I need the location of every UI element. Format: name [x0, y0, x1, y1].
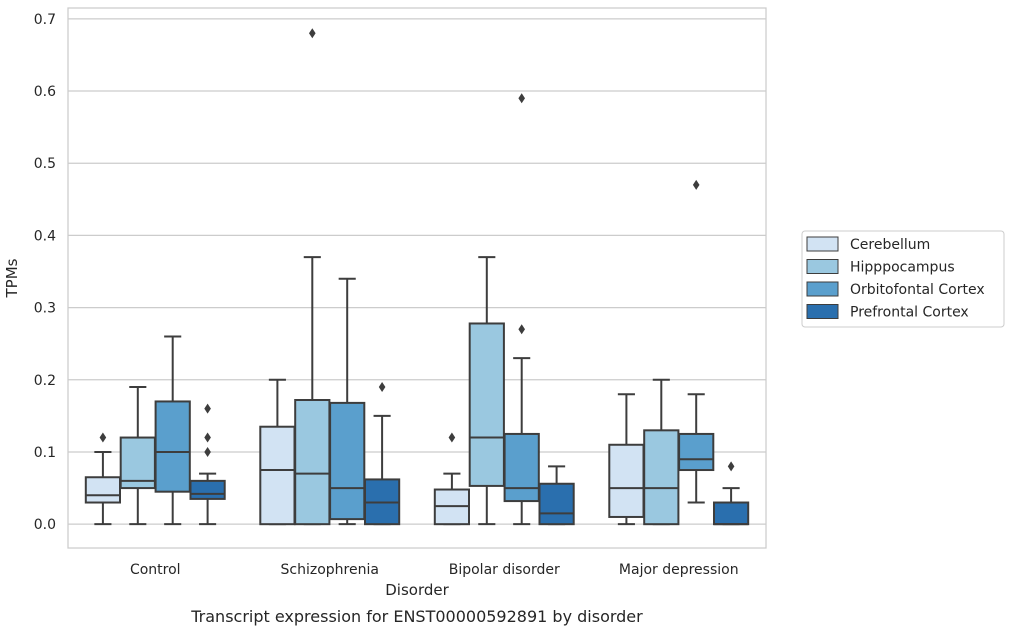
legend-label: Hipppocampus	[850, 260, 955, 276]
box	[119, 436, 156, 490]
x-tick-label: Major depression	[619, 562, 739, 578]
y-tick-label: 0.0	[34, 517, 56, 533]
box-group	[294, 28, 331, 526]
box	[294, 399, 331, 526]
legend-frame	[801, 230, 1005, 328]
legend-swatch	[806, 281, 839, 297]
box	[712, 501, 750, 526]
box-group	[678, 179, 715, 504]
legend-swatch	[806, 259, 839, 274]
box	[678, 432, 715, 472]
outlier-point	[692, 179, 700, 190]
y-tick-label: 0.6	[34, 84, 56, 100]
box-group	[84, 432, 122, 526]
x-tick-labels: Control Schizophrenia Bipolar disorder Majo…	[130, 562, 739, 578]
box-group	[154, 335, 191, 526]
x-axis-label: Disorder	[385, 581, 449, 599]
outlier-point	[518, 93, 525, 104]
box-group	[643, 378, 680, 526]
box-group	[329, 277, 366, 526]
legend-swatch	[806, 236, 839, 252]
legend: Cerebellum Hipppocampus Orbitofontal Corte…	[801, 230, 1005, 328]
box-group	[433, 432, 471, 526]
box-group	[468, 256, 505, 526]
box	[643, 429, 680, 526]
outlier-point	[448, 432, 456, 443]
x-tick-label: Schizophrenia	[281, 562, 379, 578]
box	[608, 443, 645, 518]
legend-swatch	[806, 304, 839, 319]
box	[84, 476, 122, 504]
outlier-point	[204, 432, 211, 443]
outlier-point	[309, 28, 316, 39]
x-tick-label: Control	[130, 562, 181, 578]
box	[189, 479, 226, 500]
legend-label: Prefrontal Cortex	[850, 305, 969, 321]
y-tick-label: 0.7	[34, 12, 56, 28]
box	[503, 432, 540, 503]
chart-title: Transcript expression for ENST0000059289…	[190, 607, 643, 626]
y-tick-label: 0.3	[34, 301, 56, 317]
outlier-point	[99, 432, 107, 443]
box-group	[538, 465, 575, 526]
legend-label: Cerebellum	[850, 237, 930, 253]
box-group	[363, 382, 401, 526]
box	[259, 425, 296, 526]
y-tick-labels: 0.0 0.1 0.2 0.3 0.4 0.5 0.6 0.7	[34, 12, 56, 533]
outlier-point	[204, 403, 211, 414]
y-tick-label: 0.4	[34, 228, 56, 244]
y-axis-label: TPMs	[3, 258, 21, 298]
y-tick-label: 0.5	[34, 156, 56, 172]
box-group	[259, 378, 296, 526]
box	[468, 322, 505, 487]
box-group	[189, 403, 226, 526]
box-group	[503, 93, 540, 526]
box	[154, 400, 191, 493]
outlier-point	[727, 461, 735, 472]
box	[538, 482, 575, 526]
box-group	[712, 461, 750, 526]
legend-label: Orbitofontal Cortex	[850, 282, 985, 298]
x-tick-label: Bipolar disorder	[449, 562, 560, 578]
boxes	[84, 28, 750, 526]
box-group	[119, 386, 156, 526]
y-tick-label: 0.2	[34, 373, 56, 389]
y-tick-label: 0.1	[34, 445, 56, 461]
outlier-point	[518, 324, 525, 335]
box-group	[608, 393, 645, 526]
outlier-point	[204, 446, 211, 457]
box	[329, 401, 366, 521]
outlier-point	[378, 382, 386, 393]
